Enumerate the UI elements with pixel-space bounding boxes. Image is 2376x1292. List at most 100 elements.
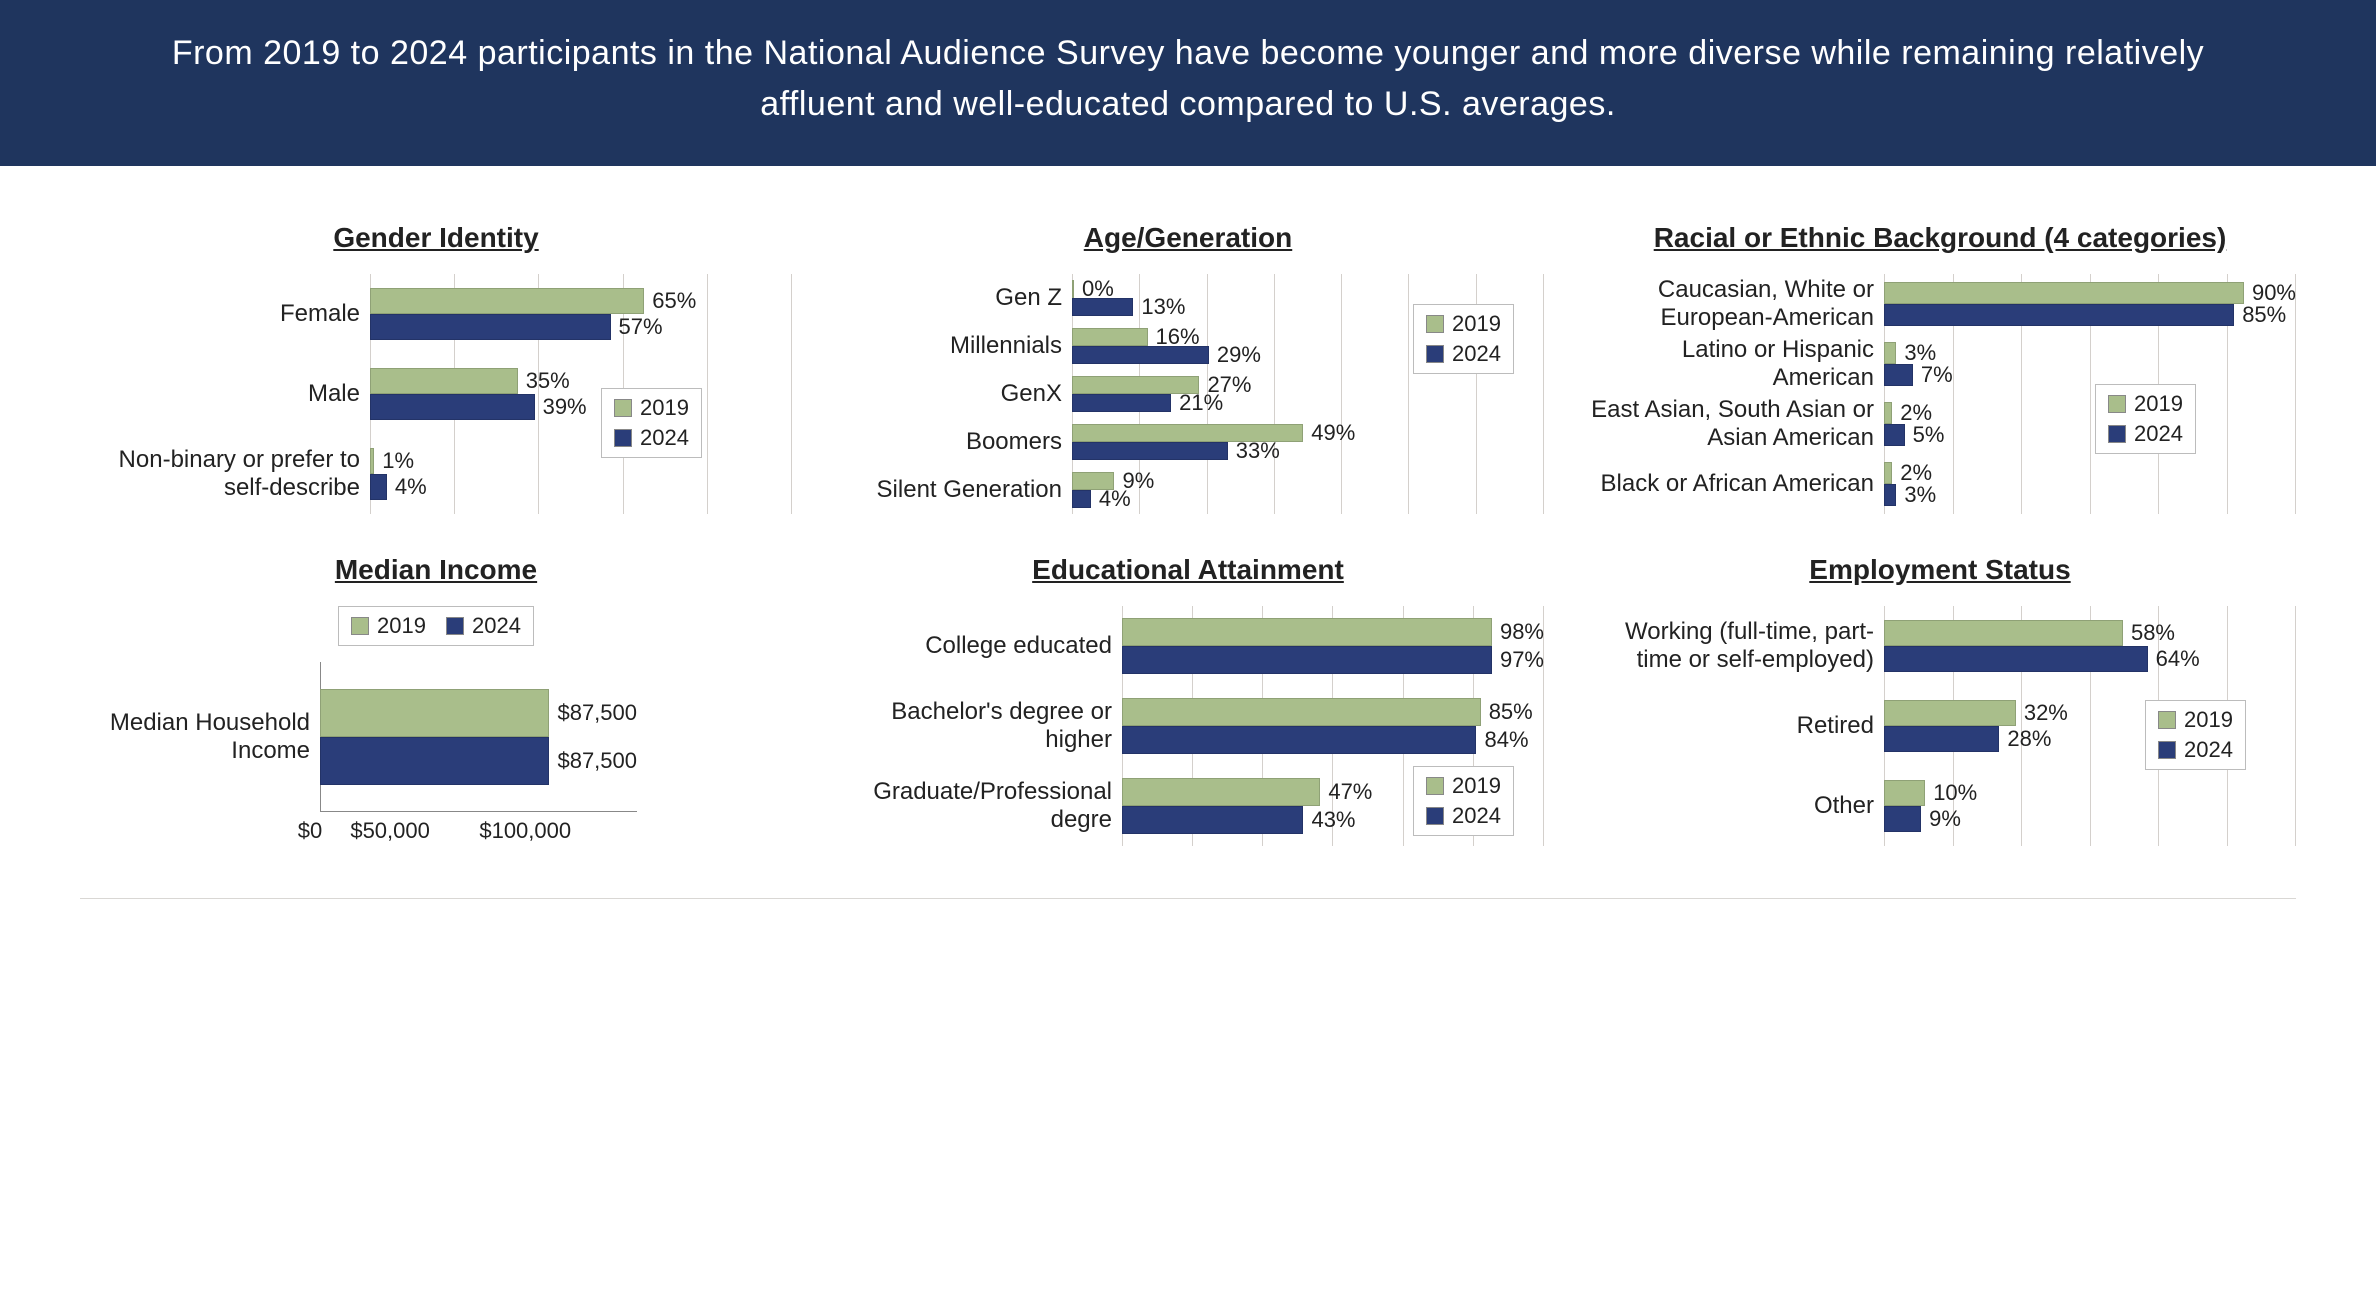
employment-bar-2019 bbox=[1884, 780, 1925, 806]
legend-item-2019: 2019 bbox=[2108, 391, 2183, 417]
race-bar-2019 bbox=[1884, 342, 1896, 364]
panel-education: Educational Attainment College educatedB… bbox=[832, 554, 1544, 846]
panel-employment: Employment Status Working (full-time, pa… bbox=[1584, 554, 2296, 846]
gender-bar-2019 bbox=[370, 368, 518, 394]
education-value-2024: 43% bbox=[1311, 807, 1355, 833]
edu-cat-labels: College educatedBachelor's degree or hig… bbox=[832, 606, 1122, 846]
education-bar-group: 85%84% bbox=[1122, 686, 1544, 766]
employment-bar-2019 bbox=[1884, 700, 2016, 726]
panel-race: Racial or Ethnic Background (4 categorie… bbox=[1584, 222, 2296, 514]
race-legend: 2019 2024 bbox=[2095, 384, 2196, 454]
employment-value-2019: 58% bbox=[2131, 620, 2175, 646]
employment-value-2019: 32% bbox=[2024, 700, 2068, 726]
swatch-2024 bbox=[614, 429, 632, 447]
gender-category-label: Non-binary or prefer to self-describe bbox=[80, 434, 360, 514]
age-bar-group: 9%4% bbox=[1072, 466, 1544, 514]
gender-bar-2024 bbox=[370, 474, 387, 500]
swatch-2024 bbox=[1426, 807, 1444, 825]
race-bar-2019 bbox=[1884, 402, 1892, 424]
employment-value-2019: 10% bbox=[1933, 780, 1977, 806]
education-category-label: Graduate/Professional degre bbox=[832, 766, 1112, 846]
header-text: From 2019 to 2024 participants in the Na… bbox=[172, 34, 2204, 123]
chart-grid: Gender Identity FemaleMaleNon-binary or … bbox=[0, 166, 2376, 886]
race-bar-group: 90%85% bbox=[1884, 274, 2296, 334]
legend-item-2019: 2019 bbox=[2158, 707, 2233, 733]
age-category-label: Millennials bbox=[832, 322, 1062, 370]
income-axis-tick: $0 bbox=[298, 818, 322, 844]
employment-bar-2024 bbox=[1884, 726, 1999, 752]
age-bar-group: 49%33% bbox=[1072, 418, 1544, 466]
gender-legend: 2019 2024 bbox=[601, 388, 702, 458]
race-value-2024: 85% bbox=[2242, 302, 2286, 328]
employment-bar-group: 58%64% bbox=[1884, 606, 2296, 686]
race-bar-2024 bbox=[1884, 304, 2234, 326]
race-cat-labels: Caucasian, White or European-AmericanLat… bbox=[1584, 274, 1884, 514]
age-value-2024: 21% bbox=[1179, 390, 1223, 416]
education-bar-2019 bbox=[1122, 698, 1481, 726]
education-bar-2024 bbox=[1122, 806, 1303, 834]
education-bar-2024 bbox=[1122, 726, 1476, 754]
legend-item-2024: 2024 bbox=[2158, 737, 2233, 763]
employment-category-label: Other bbox=[1584, 766, 1874, 846]
gender-value-2024: 57% bbox=[619, 314, 663, 340]
gender-bar-2024 bbox=[370, 394, 535, 420]
race-category-label: Latino or Hispanic American bbox=[1584, 334, 1874, 394]
age-bar-2024 bbox=[1072, 346, 1209, 364]
income-bar-2024 bbox=[320, 737, 549, 785]
education-bar-2019 bbox=[1122, 618, 1492, 646]
legend-item-2019: 2019 bbox=[1426, 773, 1501, 799]
income-axis-tick: $50,000 bbox=[350, 818, 430, 844]
legend-item-2024: 2024 bbox=[1426, 803, 1501, 829]
race-bar-group: 3%7% bbox=[1884, 334, 2296, 394]
age-bar-2019 bbox=[1072, 280, 1074, 298]
employment-value-2024: 9% bbox=[1929, 806, 1961, 832]
race-category-label: Black or African American bbox=[1584, 454, 1874, 514]
race-category-label: Caucasian, White or European-American bbox=[1584, 274, 1874, 334]
income-bar-group: $87,500 $87,500 bbox=[320, 662, 637, 812]
gender-category-label: Male bbox=[80, 354, 360, 434]
swatch-2024 bbox=[2108, 425, 2126, 443]
employment-category-label: Working (full-time, part-time or self-em… bbox=[1584, 606, 1874, 686]
age-bar-2024 bbox=[1072, 298, 1133, 316]
x-axis bbox=[320, 811, 637, 812]
legend-item-2019: 2019 bbox=[351, 613, 426, 639]
legend-item-2024: 2024 bbox=[2108, 421, 2183, 447]
age-value-2024: 33% bbox=[1236, 438, 1280, 464]
employment-value-2024: 28% bbox=[2007, 726, 2051, 752]
race-category-label: East Asian, South Asian or Asian America… bbox=[1584, 394, 1874, 454]
legend-item-2024: 2024 bbox=[614, 425, 689, 451]
income-value-2024: $87,500 bbox=[557, 748, 637, 774]
education-category-label: Bachelor's degree or higher bbox=[832, 686, 1112, 766]
gender-category-label: Female bbox=[80, 274, 360, 354]
emp-legend: 2019 2024 bbox=[2145, 700, 2246, 770]
panel-title-education: Educational Attainment bbox=[832, 554, 1544, 586]
swatch-2019 bbox=[2108, 395, 2126, 413]
gender-cat-labels: FemaleMaleNon-binary or prefer to self-d… bbox=[80, 274, 370, 514]
employment-bar-2024 bbox=[1884, 646, 2148, 672]
race-bar-2019 bbox=[1884, 462, 1892, 484]
footer-rule bbox=[80, 898, 2296, 899]
swatch-2019 bbox=[1426, 315, 1444, 333]
header-banner: From 2019 to 2024 participants in the Na… bbox=[0, 0, 2376, 166]
gender-bar-2019 bbox=[370, 288, 644, 314]
employment-category-label: Retired bbox=[1584, 686, 1874, 766]
gender-bar-2019 bbox=[370, 448, 374, 474]
race-value-2024: 5% bbox=[1913, 422, 1945, 448]
age-bar-2019 bbox=[1072, 328, 1148, 346]
gender-bar-group: 65%57% bbox=[370, 274, 792, 354]
income-value-2019: $87,500 bbox=[557, 700, 637, 726]
employment-bar-2024 bbox=[1884, 806, 1921, 832]
income-bars: $87,500 $87,500 bbox=[320, 662, 637, 812]
age-value-2024: 13% bbox=[1141, 294, 1185, 320]
gender-bar-group: 1%4% bbox=[370, 434, 792, 514]
education-bar-2024 bbox=[1122, 646, 1492, 674]
legend-item-2024: 2024 bbox=[1426, 341, 1501, 367]
income-axis-tick: $100,000 bbox=[479, 818, 571, 844]
income-legend: 2019 2024 bbox=[338, 606, 534, 646]
swatch-2019 bbox=[2158, 711, 2176, 729]
income-axis-labels: $0$50,000$100,000 bbox=[310, 818, 637, 844]
race-bar-group: 2%5% bbox=[1884, 394, 2296, 454]
race-bars: 90%85%3%7%2%5%2%3% bbox=[1884, 274, 2296, 514]
gender-value-2019: 1% bbox=[382, 448, 414, 474]
gender-bars: 65%57%35%39%1%4% bbox=[370, 274, 792, 514]
